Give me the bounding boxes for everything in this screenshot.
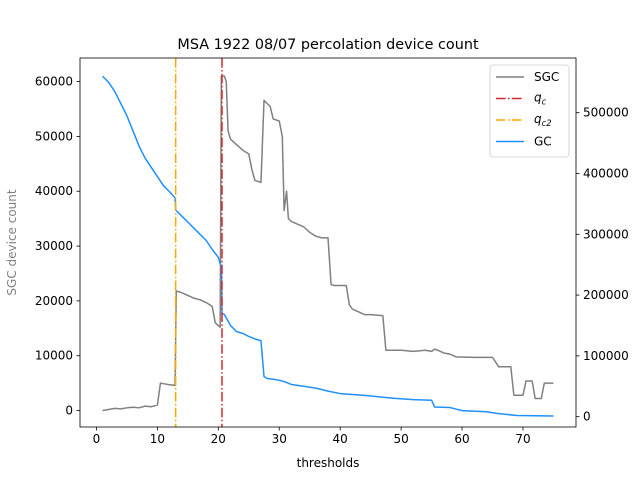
x-tick-label: 20 [211, 432, 226, 446]
x-tick-label: 50 [393, 432, 408, 446]
x-tick-label: 0 [93, 432, 101, 446]
series-line-gc [102, 75, 554, 417]
svg-text:qc: qc [534, 91, 547, 107]
series-line-sgc [102, 75, 554, 412]
y-tick-label: 30000 [35, 239, 73, 253]
x-tick-label: 30 [272, 432, 287, 446]
y2-tick-label: 300000 [583, 227, 629, 241]
svg-text:qc2: qc2 [534, 112, 552, 128]
label-subscript: c [542, 97, 547, 107]
y-axis-label: SGC device count [5, 189, 19, 295]
y-tick-label: 20000 [35, 294, 73, 308]
x-axis-label: thresholds [297, 456, 360, 470]
legend-entry: qc [496, 91, 547, 107]
y2-tick-label: 200000 [583, 288, 629, 302]
legend-entry: GC [496, 135, 552, 149]
y-tick-label: 50000 [35, 129, 73, 143]
chart-title: MSA 1922 08/07 percolation device count [177, 37, 479, 53]
x-tick-label: 10 [150, 432, 165, 446]
y-tick-label: 0 [65, 404, 73, 418]
legend-label: GC [534, 135, 552, 149]
y-tick-label: 40000 [35, 184, 73, 198]
y-axis-left: 0 10000 20000 30000 40000 50000 60000 [35, 75, 80, 418]
x-axis: 0 10 20 30 40 50 60 70 [93, 427, 531, 446]
label-base: q [534, 91, 542, 105]
y-tick-label: 10000 [35, 349, 73, 363]
legend-label: SGC [534, 70, 559, 84]
label-base: q [534, 112, 542, 126]
y2-tick-label: 100000 [583, 349, 629, 363]
legend-entry: qc2 [496, 112, 552, 128]
plot-area [79, 57, 577, 428]
y-tick-label: 60000 [35, 75, 73, 89]
x-tick-label: 40 [333, 432, 348, 446]
y2-tick-label: 0 [583, 410, 591, 424]
label-subscript: c2 [542, 118, 552, 128]
threshold-lines [174, 58, 223, 427]
x-tick-label: 70 [515, 432, 530, 446]
y2-tick-label: 500000 [583, 106, 629, 120]
y-axis-right: 0 100000 200000 300000 400000 500000 [576, 106, 629, 424]
legend-box [489, 64, 570, 158]
plot-frame [79, 57, 577, 428]
legend-entry: SGC [496, 70, 559, 84]
series-layer [102, 75, 554, 417]
y2-tick-label: 400000 [583, 167, 629, 181]
x-tick-label: 60 [454, 432, 469, 446]
